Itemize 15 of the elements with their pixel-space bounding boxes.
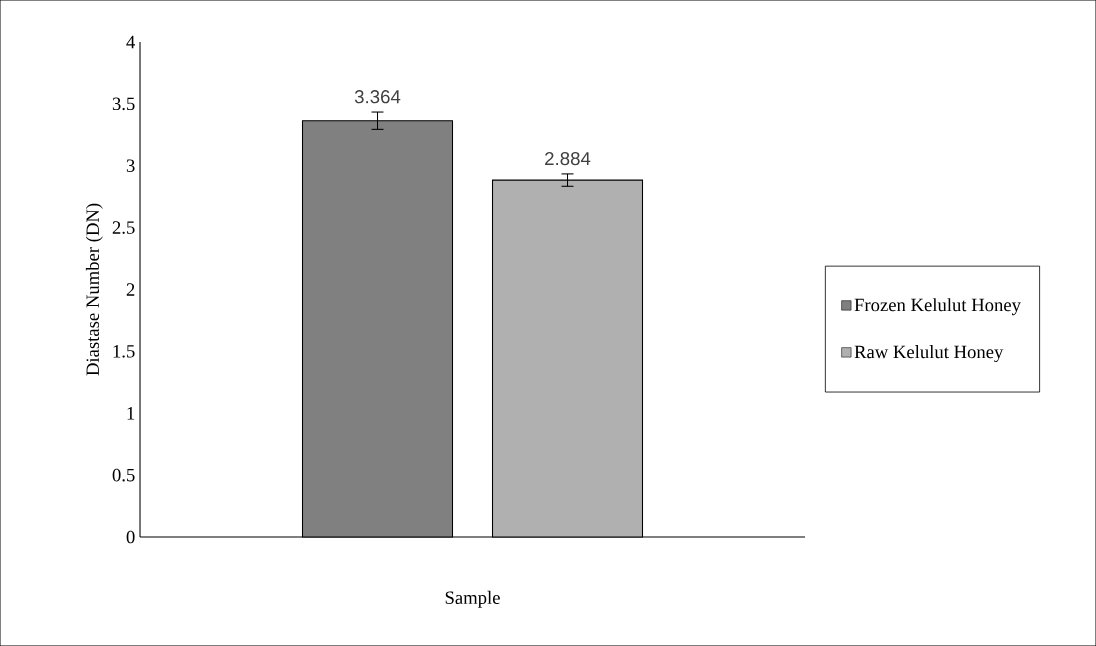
x-axis-title: Sample [445, 590, 500, 608]
y-tick-label: 1 [127, 407, 135, 420]
y-tick-label: 0 [126, 530, 135, 544]
y-tick-label: 2.5 [112, 221, 135, 234]
y-axis-title: Diastase Number (DN) [85, 203, 103, 376]
legend-label: Raw Kelulut Honey [854, 345, 1004, 363]
y-tick-label: 4 [126, 35, 136, 49]
y-tick-label: 3.5 [112, 97, 135, 111]
data-label: 3.364 [354, 90, 401, 104]
y-tick-label: 0.5 [112, 468, 135, 482]
legend-label: Frozen Kelulut Honey [854, 298, 1021, 316]
y-tick-label: 1.5 [113, 345, 135, 358]
y-tick-label: 3 [126, 159, 135, 173]
y-tick-label: 2 [126, 283, 135, 296]
data-label: 2.884 [545, 151, 591, 166]
